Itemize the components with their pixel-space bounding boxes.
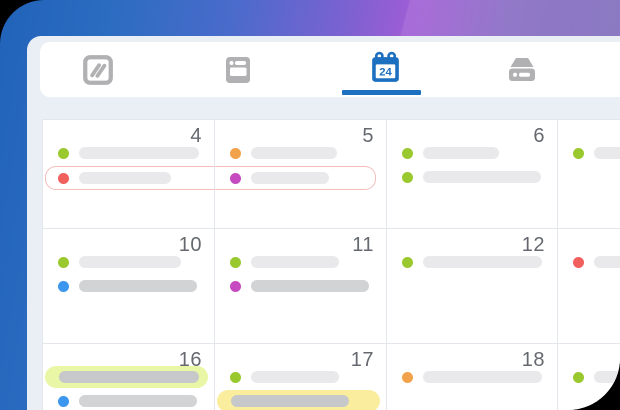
calendar-day-cell[interactable] bbox=[558, 120, 620, 229]
day-number: 4 bbox=[190, 125, 202, 147]
event-title-placeholder bbox=[251, 172, 329, 184]
event-title-placeholder bbox=[79, 147, 199, 159]
calendar-day-cell[interactable]: 12 bbox=[387, 229, 558, 344]
event-title-placeholder bbox=[59, 371, 199, 383]
event-dot bbox=[58, 256, 69, 268]
event-item[interactable] bbox=[573, 366, 620, 388]
day-number: 17 bbox=[350, 349, 374, 371]
event-title-placeholder bbox=[79, 256, 181, 268]
day-number: 16 bbox=[178, 349, 202, 371]
outlined-event[interactable] bbox=[45, 166, 214, 190]
event-item[interactable] bbox=[58, 142, 206, 164]
event-title-placeholder bbox=[79, 395, 197, 407]
event-title-placeholder bbox=[594, 371, 620, 383]
drive-icon bbox=[509, 57, 535, 81]
tab-bar: 24 bbox=[40, 42, 620, 97]
event-item[interactable] bbox=[573, 142, 620, 164]
tab-calendar[interactable]: 24 bbox=[357, 48, 413, 92]
event-item[interactable] bbox=[402, 142, 549, 164]
event-title-placeholder bbox=[251, 371, 339, 383]
calendar-day-cell[interactable] bbox=[558, 344, 620, 410]
event-title-placeholder bbox=[594, 147, 620, 159]
event-dot bbox=[402, 371, 413, 383]
event-item[interactable] bbox=[58, 390, 206, 410]
event-title-placeholder bbox=[594, 256, 620, 268]
event-title-placeholder bbox=[423, 147, 499, 159]
calendar-day-cell[interactable]: 18 bbox=[387, 344, 558, 410]
event-item[interactable] bbox=[230, 275, 378, 297]
highlighted-event[interactable] bbox=[217, 390, 380, 410]
calendar-day-cell[interactable]: 5 bbox=[215, 120, 387, 229]
calendar-day-cell[interactable]: 10 bbox=[43, 229, 215, 344]
calendar-day-badge: 24 bbox=[379, 66, 392, 78]
outlined-event[interactable] bbox=[215, 166, 376, 190]
event-dot bbox=[58, 280, 69, 292]
event-dot bbox=[58, 147, 69, 159]
event-title-placeholder bbox=[231, 395, 349, 407]
calendar-icon: 24 bbox=[371, 51, 399, 82]
day-number: 11 bbox=[352, 234, 374, 256]
event-title-placeholder bbox=[423, 371, 542, 383]
event-item[interactable] bbox=[58, 251, 206, 273]
event-title-placeholder bbox=[423, 171, 541, 183]
day-number: 18 bbox=[521, 349, 545, 371]
event-dot bbox=[230, 280, 241, 292]
event-dot bbox=[230, 256, 241, 268]
calendar-week-row: 4 5 6 bbox=[43, 120, 620, 229]
calendar-week-row: 10 11 12 bbox=[43, 229, 620, 344]
day-number: 5 bbox=[362, 125, 374, 147]
calendar-grid: 4 5 6 10 11 12 16 17 18 bbox=[42, 119, 620, 410]
event-title-placeholder bbox=[423, 256, 542, 268]
event-dot bbox=[573, 371, 584, 383]
event-item[interactable] bbox=[58, 275, 206, 297]
day-number: 10 bbox=[178, 234, 202, 256]
event-item[interactable] bbox=[230, 366, 378, 388]
highlighted-event[interactable] bbox=[45, 366, 208, 388]
double-check-card-icon bbox=[83, 54, 113, 85]
event-dot bbox=[402, 256, 413, 268]
event-title-placeholder bbox=[251, 256, 339, 268]
event-dot bbox=[573, 256, 584, 268]
tab-drive[interactable] bbox=[494, 48, 550, 92]
event-item[interactable] bbox=[230, 142, 378, 164]
calendar-day-cell[interactable]: 6 bbox=[387, 120, 558, 229]
event-dot bbox=[230, 371, 241, 383]
event-title-placeholder bbox=[251, 147, 337, 159]
card-list-icon bbox=[226, 56, 250, 83]
event-title-placeholder bbox=[251, 280, 369, 292]
event-title-placeholder bbox=[79, 172, 171, 184]
calendar-day-cell[interactable]: 11 bbox=[215, 229, 387, 344]
event-item[interactable] bbox=[573, 251, 620, 273]
event-item[interactable] bbox=[402, 251, 549, 273]
event-item[interactable] bbox=[402, 366, 549, 388]
calendar-day-cell[interactable]: 17 bbox=[215, 344, 387, 410]
active-tab-underline bbox=[342, 90, 421, 95]
calendar-week-row: 16 17 18 bbox=[43, 344, 620, 410]
event-dot bbox=[402, 171, 413, 183]
calendar-day-cell[interactable]: 4 bbox=[43, 120, 215, 229]
event-dot bbox=[230, 172, 241, 184]
event-dot bbox=[58, 395, 69, 407]
event-item[interactable] bbox=[402, 166, 549, 188]
tab-notes[interactable] bbox=[70, 48, 126, 92]
app-card: 24 4 5 6 10 11 12 16 17 18 bbox=[27, 36, 620, 410]
calendar-day-cell[interactable] bbox=[558, 229, 620, 344]
day-number: 6 bbox=[533, 125, 545, 147]
event-dot bbox=[573, 147, 584, 159]
event-dot bbox=[402, 147, 413, 159]
day-number: 12 bbox=[521, 234, 545, 256]
event-dot bbox=[58, 172, 69, 184]
event-dot bbox=[230, 147, 241, 159]
event-title-placeholder bbox=[79, 280, 197, 292]
tab-feed[interactable] bbox=[210, 48, 266, 92]
event-item[interactable] bbox=[230, 251, 378, 273]
calendar-day-cell[interactable]: 16 bbox=[43, 344, 215, 410]
